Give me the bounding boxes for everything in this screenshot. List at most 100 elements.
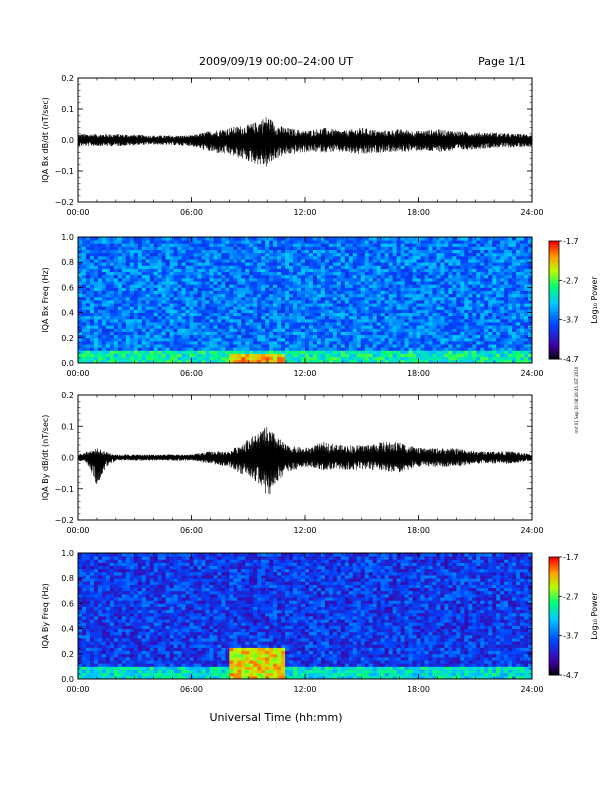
spectrogram-cell <box>356 328 362 332</box>
spectrogram-cell <box>177 262 182 266</box>
spectrogram-cell <box>233 359 238 364</box>
spectrogram-cell <box>221 672 226 677</box>
spectrogram-cell <box>412 284 417 288</box>
panel-1-y-tick-label: 0.2 <box>61 74 74 83</box>
spectrogram-cell <box>496 237 501 241</box>
spectrogram-cell <box>78 293 83 298</box>
spectrogram-cell <box>308 296 314 301</box>
spectrogram-cell <box>185 325 190 329</box>
spectrogram-cell <box>416 312 421 317</box>
spectrogram-cell <box>472 277 477 282</box>
spectrogram-cell <box>145 672 151 677</box>
spectrogram-cell <box>440 284 445 288</box>
spectrogram-cell <box>81 296 87 301</box>
spectrogram-cell <box>153 328 159 332</box>
spectrogram-cell <box>233 669 238 674</box>
spectrogram-cell <box>225 675 230 680</box>
spectrogram-cell <box>261 259 266 263</box>
spectrogram-cell <box>161 306 167 310</box>
spectrogram-cell <box>261 312 266 317</box>
spectrogram-cell <box>189 293 194 298</box>
spectrogram-cell <box>213 262 218 266</box>
spectrogram-cell <box>388 325 394 329</box>
spectrogram-cell <box>360 350 366 354</box>
panel-1-y-tick-label: 0.1 <box>61 105 74 114</box>
spectrogram-cell <box>388 252 394 257</box>
spectrogram-cell <box>464 281 469 285</box>
panel-2-x-tick-label: 12:00 <box>293 369 316 378</box>
spectrogram-cell <box>225 306 230 310</box>
spectrogram-cell <box>205 331 210 336</box>
spectrogram-cell <box>89 249 95 254</box>
spectrogram-cell <box>141 331 147 336</box>
spectrogram-cell <box>293 347 298 351</box>
spectrogram-cell <box>249 249 254 254</box>
spectrogram-cell <box>396 281 401 285</box>
spectrogram-cell <box>372 322 378 326</box>
spectrogram-cell <box>193 255 198 260</box>
spectrogram-cell <box>173 293 178 298</box>
spectrogram-cell <box>173 249 178 254</box>
spectrogram-cell <box>145 344 151 348</box>
spectrogram-cell <box>165 293 170 298</box>
spectrogram-cell <box>161 350 167 354</box>
spectrogram-cell <box>404 274 409 279</box>
spectrogram-cell <box>265 344 270 348</box>
spectrogram-cell <box>500 322 505 326</box>
spectrogram-cell <box>281 287 286 291</box>
spectrogram-cell <box>528 675 533 680</box>
spectrogram-cell <box>508 262 513 266</box>
spectrogram-cell <box>277 268 282 273</box>
spectrogram-cell <box>384 344 390 348</box>
spectrogram-cell <box>249 271 254 276</box>
spectrogram-cell <box>265 293 270 298</box>
spectrogram-cell <box>464 356 469 361</box>
spectrogram-cell <box>516 675 521 680</box>
colorbar-label: Log₁₀ Power <box>590 276 599 324</box>
spectrogram-cell <box>269 246 274 250</box>
spectrogram-cell <box>312 331 318 336</box>
spectrogram-cell <box>412 246 417 250</box>
spectrogram-cell <box>484 322 489 326</box>
spectrogram-cell <box>420 359 425 364</box>
spectrogram-cell <box>444 315 449 320</box>
spectrogram-cell <box>416 337 421 342</box>
spectrogram-cell <box>460 284 465 288</box>
spectrogram-cell <box>312 309 318 313</box>
spectrogram-cell <box>249 309 254 313</box>
spectrogram-cell <box>464 315 469 320</box>
spectrogram-cell <box>484 347 489 351</box>
spectrogram-cell <box>476 287 481 291</box>
spectrogram-cell <box>472 675 477 680</box>
spectrogram-cell <box>113 669 119 674</box>
spectrogram-cell <box>149 334 155 339</box>
spectrogram-cell <box>157 350 163 354</box>
spectrogram-cell <box>332 356 338 361</box>
spectrogram-cell <box>153 255 159 260</box>
spectrogram-cell <box>524 300 529 304</box>
spectrogram-cell <box>117 271 123 276</box>
spectrogram-cell <box>444 271 449 276</box>
spectrogram-cell <box>305 284 310 288</box>
spectrogram-cell <box>336 331 342 336</box>
spectrogram-cell <box>364 300 370 304</box>
spectrogram-cell <box>249 315 254 320</box>
spectrogram-cell <box>328 303 334 307</box>
spectrogram-cell <box>233 246 238 250</box>
spectrogram-cell <box>324 309 330 313</box>
spectrogram-cell <box>193 306 198 310</box>
spectrogram-cell <box>372 262 378 266</box>
spectrogram-cell <box>305 318 310 323</box>
spectrogram-cell <box>452 243 457 247</box>
spectrogram-cell <box>436 296 441 301</box>
spectrogram-cell <box>504 255 509 260</box>
spectrogram-cell <box>169 277 174 282</box>
spectrogram-cell <box>488 340 493 345</box>
spectrogram-cell <box>229 296 234 301</box>
spectrogram-cell <box>480 287 485 291</box>
spectrogram-cell <box>269 293 274 298</box>
spectrogram-cell <box>424 271 429 276</box>
spectrogram-cell <box>352 359 358 364</box>
spectrogram-cell <box>344 287 350 291</box>
spectrogram-cell <box>372 287 378 291</box>
